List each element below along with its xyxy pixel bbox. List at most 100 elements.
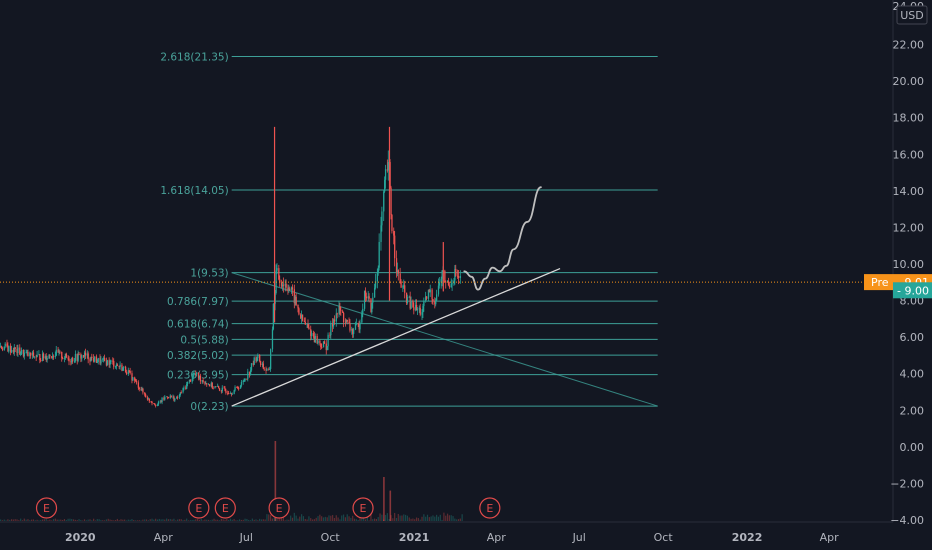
volume-bar [301,514,303,521]
candle-body [205,383,207,385]
volume-bar [52,519,55,521]
time-axis[interactable]: 2020 Apr Jul Oct 2021 Apr Jul Oct 2022 Apr [65,531,839,544]
volume-bar [147,520,149,521]
volume-bar [375,518,378,521]
fib-diagonal[interactable] [231,272,658,407]
candle-body [161,397,163,403]
volume-bar [392,518,394,521]
candle-body [223,387,225,389]
candle-body [447,281,450,286]
volume-bar [56,519,58,521]
candle-body [259,355,261,362]
support-trendline[interactable] [231,267,561,407]
candle-body [317,340,319,344]
volume-bar [111,519,113,521]
candle-body [243,380,245,382]
candle-body [131,373,133,381]
candle-body [386,169,389,171]
volume-bar [246,518,248,521]
candle-body [330,323,332,336]
candle-body [455,268,457,276]
candle-body [140,389,142,391]
candle-body [438,282,441,286]
candle-body [199,375,202,382]
volume-bar [226,519,228,521]
candle-body [429,289,431,293]
time-tick-label: 2020 [65,531,96,544]
time-tick-label: 2022 [732,531,763,544]
volume-bar [403,514,405,521]
currency-badge[interactable]: USD [896,5,928,25]
candle-body [220,390,223,392]
candle-body [364,290,367,297]
candle-body [394,235,396,259]
candle-body [68,358,70,362]
earnings-icon[interactable] [188,497,210,519]
time-axis-area[interactable] [0,522,893,550]
candle-body [311,333,313,336]
earnings-icon[interactable] [479,497,501,519]
volume-bar [83,519,86,521]
candle-body [440,278,442,283]
last-price-tag [893,282,932,299]
volume-bar [89,519,91,521]
candle-body [159,401,161,403]
volume-bar [311,519,314,521]
volume-bar [215,519,217,521]
drawings-layer[interactable] [0,186,893,407]
volume-bar [304,519,306,521]
candle-body [363,290,366,309]
candle-body [153,403,155,405]
candle-body [281,284,284,287]
candle-body [173,396,175,401]
candle-body [170,395,172,398]
volume-bar [457,519,460,521]
candle-body [186,381,189,384]
candle-body [457,275,460,279]
candle-body [1,348,4,350]
candle-body [329,334,331,336]
volume-bar [381,514,383,521]
earnings-icon[interactable] [352,497,374,519]
volume-bar [359,517,361,521]
earnings-icon[interactable] [268,497,290,519]
candle-body [141,388,143,391]
candle-body [250,363,253,371]
volume-bar [166,518,168,521]
candle-body [80,354,82,359]
volume-bar [357,520,359,521]
candle-body [357,323,359,325]
candle-body [459,276,462,279]
candle-body [182,388,184,393]
candle-body [300,314,302,319]
candle-body [225,390,227,394]
fibonacci-extension[interactable]: 2.618(21.35) 1.618(14.05) 1(9.53) 0.786(7.9… [160,51,658,413]
candle-body [238,388,240,390]
projection-path[interactable] [463,186,542,291]
candle-body [196,372,198,375]
volume-bar [16,519,18,521]
volume-bar [361,517,363,521]
earnings-icon[interactable] [35,497,58,519]
candle-body [368,296,370,299]
volume-bar [290,515,292,521]
candle-body [376,272,379,282]
candle-body [178,394,181,398]
candle-body [128,370,130,372]
volume-bar [279,517,281,521]
volume-bar [313,519,315,521]
volume-bar [32,519,35,521]
candle-body [210,382,213,387]
volume-bar [204,519,206,521]
volume-bar [180,519,182,521]
volume-bar [373,518,376,521]
volume-bar [423,514,425,521]
volume-bar [249,520,252,521]
volume-bar [353,518,356,521]
candle-body [339,306,341,311]
earnings-label: E [360,502,367,515]
candle-body [204,381,206,384]
price-axis-area[interactable] [893,0,932,522]
earnings-icon[interactable] [214,497,236,519]
